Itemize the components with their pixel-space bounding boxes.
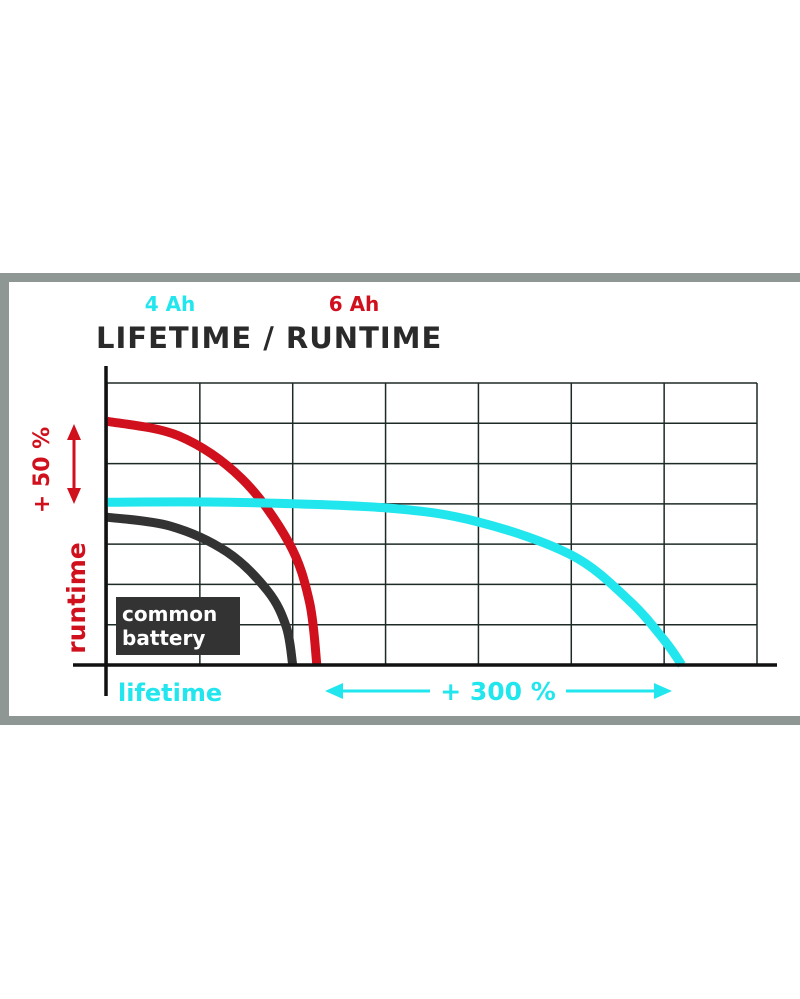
curves <box>106 416 686 668</box>
common-battery-line2: battery <box>122 626 205 650</box>
x-axis-label: lifetime <box>118 679 222 707</box>
series-4-ah <box>106 497 686 668</box>
chart-title: LIFETIME / RUNTIME <box>96 321 442 355</box>
legend-6ah: 6 Ah <box>329 292 380 316</box>
series-common-battery <box>106 512 298 666</box>
lifetime-gain-label: + 300 % <box>440 677 556 706</box>
runtime-gain-arrow <box>67 424 81 504</box>
common-battery-box <box>116 597 240 655</box>
runtime-gain-label: + 50 % <box>30 427 55 513</box>
common-battery-line1: common <box>122 602 217 626</box>
legend-4ah: 4 Ah <box>145 292 196 316</box>
y-axis-label: runtime <box>62 542 91 653</box>
lifetime-gain-arrow <box>325 683 672 699</box>
